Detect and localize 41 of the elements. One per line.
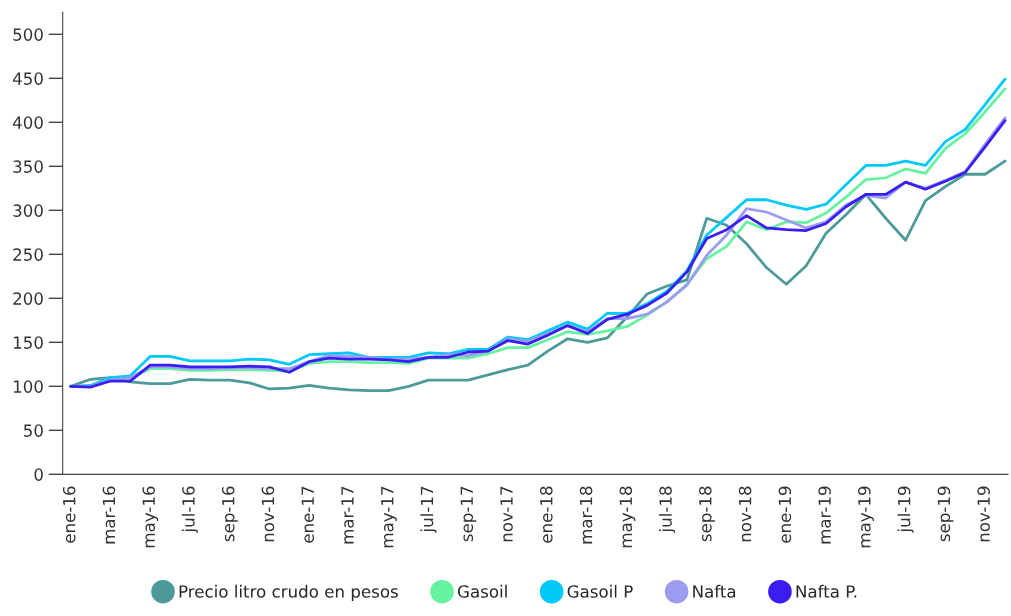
x-tick-label: nov-19 bbox=[977, 486, 990, 542]
x-tick-label: may-17 bbox=[381, 486, 397, 548]
y-tick-label: 150 bbox=[13, 336, 43, 349]
x-tick-label: sep-16 bbox=[221, 486, 238, 542]
x-tick-label: mar-17 bbox=[341, 486, 354, 544]
y-tick-label: 500 bbox=[13, 28, 43, 41]
legend-label: Nafta bbox=[693, 584, 736, 598]
x-tick-label: sep-18 bbox=[699, 486, 715, 542]
y-tick-label: 100 bbox=[13, 380, 43, 393]
line-series bbox=[69, 159, 1007, 393]
x-tick-label: may-16 bbox=[142, 486, 159, 548]
x-tick-label: mar-16 bbox=[102, 486, 116, 544]
legend-label: Nafta P. bbox=[796, 584, 857, 598]
x-tick-label: nov-16 bbox=[261, 486, 275, 542]
y-tick-label: 200 bbox=[13, 292, 43, 305]
x-tick-label: nov-17 bbox=[500, 486, 513, 542]
legend-label: Gasoil bbox=[457, 584, 507, 598]
x-tick-label: ene-17 bbox=[301, 486, 315, 543]
y-tick-label: 300 bbox=[13, 204, 43, 217]
x-tick-label: jul-19 bbox=[897, 486, 914, 533]
x-tick-label: ene-19 bbox=[778, 486, 792, 543]
legend-label: Gasoil P bbox=[567, 584, 633, 598]
x-tick-label: jul-18 bbox=[658, 486, 676, 533]
y-tick-label: 400 bbox=[12, 116, 43, 129]
x-tick-label: mar-18 bbox=[579, 486, 593, 544]
x-tick-label: jul-17 bbox=[420, 486, 437, 533]
x-tick-label: ene-18 bbox=[539, 486, 553, 543]
x-tick-label: sep-17 bbox=[460, 486, 477, 542]
x-tick-label: jul-16 bbox=[181, 486, 198, 533]
x-tick-label: nov-18 bbox=[738, 486, 752, 542]
x-tick-label: may-18 bbox=[619, 486, 636, 548]
y-tick-label: 350 bbox=[13, 160, 43, 173]
x-tick-label: may-19 bbox=[858, 486, 874, 548]
x-tick-label: ene-16 bbox=[62, 486, 76, 543]
x-tick-label: sep-19 bbox=[937, 486, 954, 542]
y-tick-label: 0 bbox=[34, 468, 43, 481]
x-tick-label: mar-19 bbox=[818, 486, 831, 544]
y-tick-label: 450 bbox=[12, 72, 43, 85]
y-tick-label: 50 bbox=[24, 424, 43, 437]
y-tick-label: 250 bbox=[13, 248, 43, 261]
legend-label: Precio litro crudo en pesos bbox=[179, 584, 398, 601]
